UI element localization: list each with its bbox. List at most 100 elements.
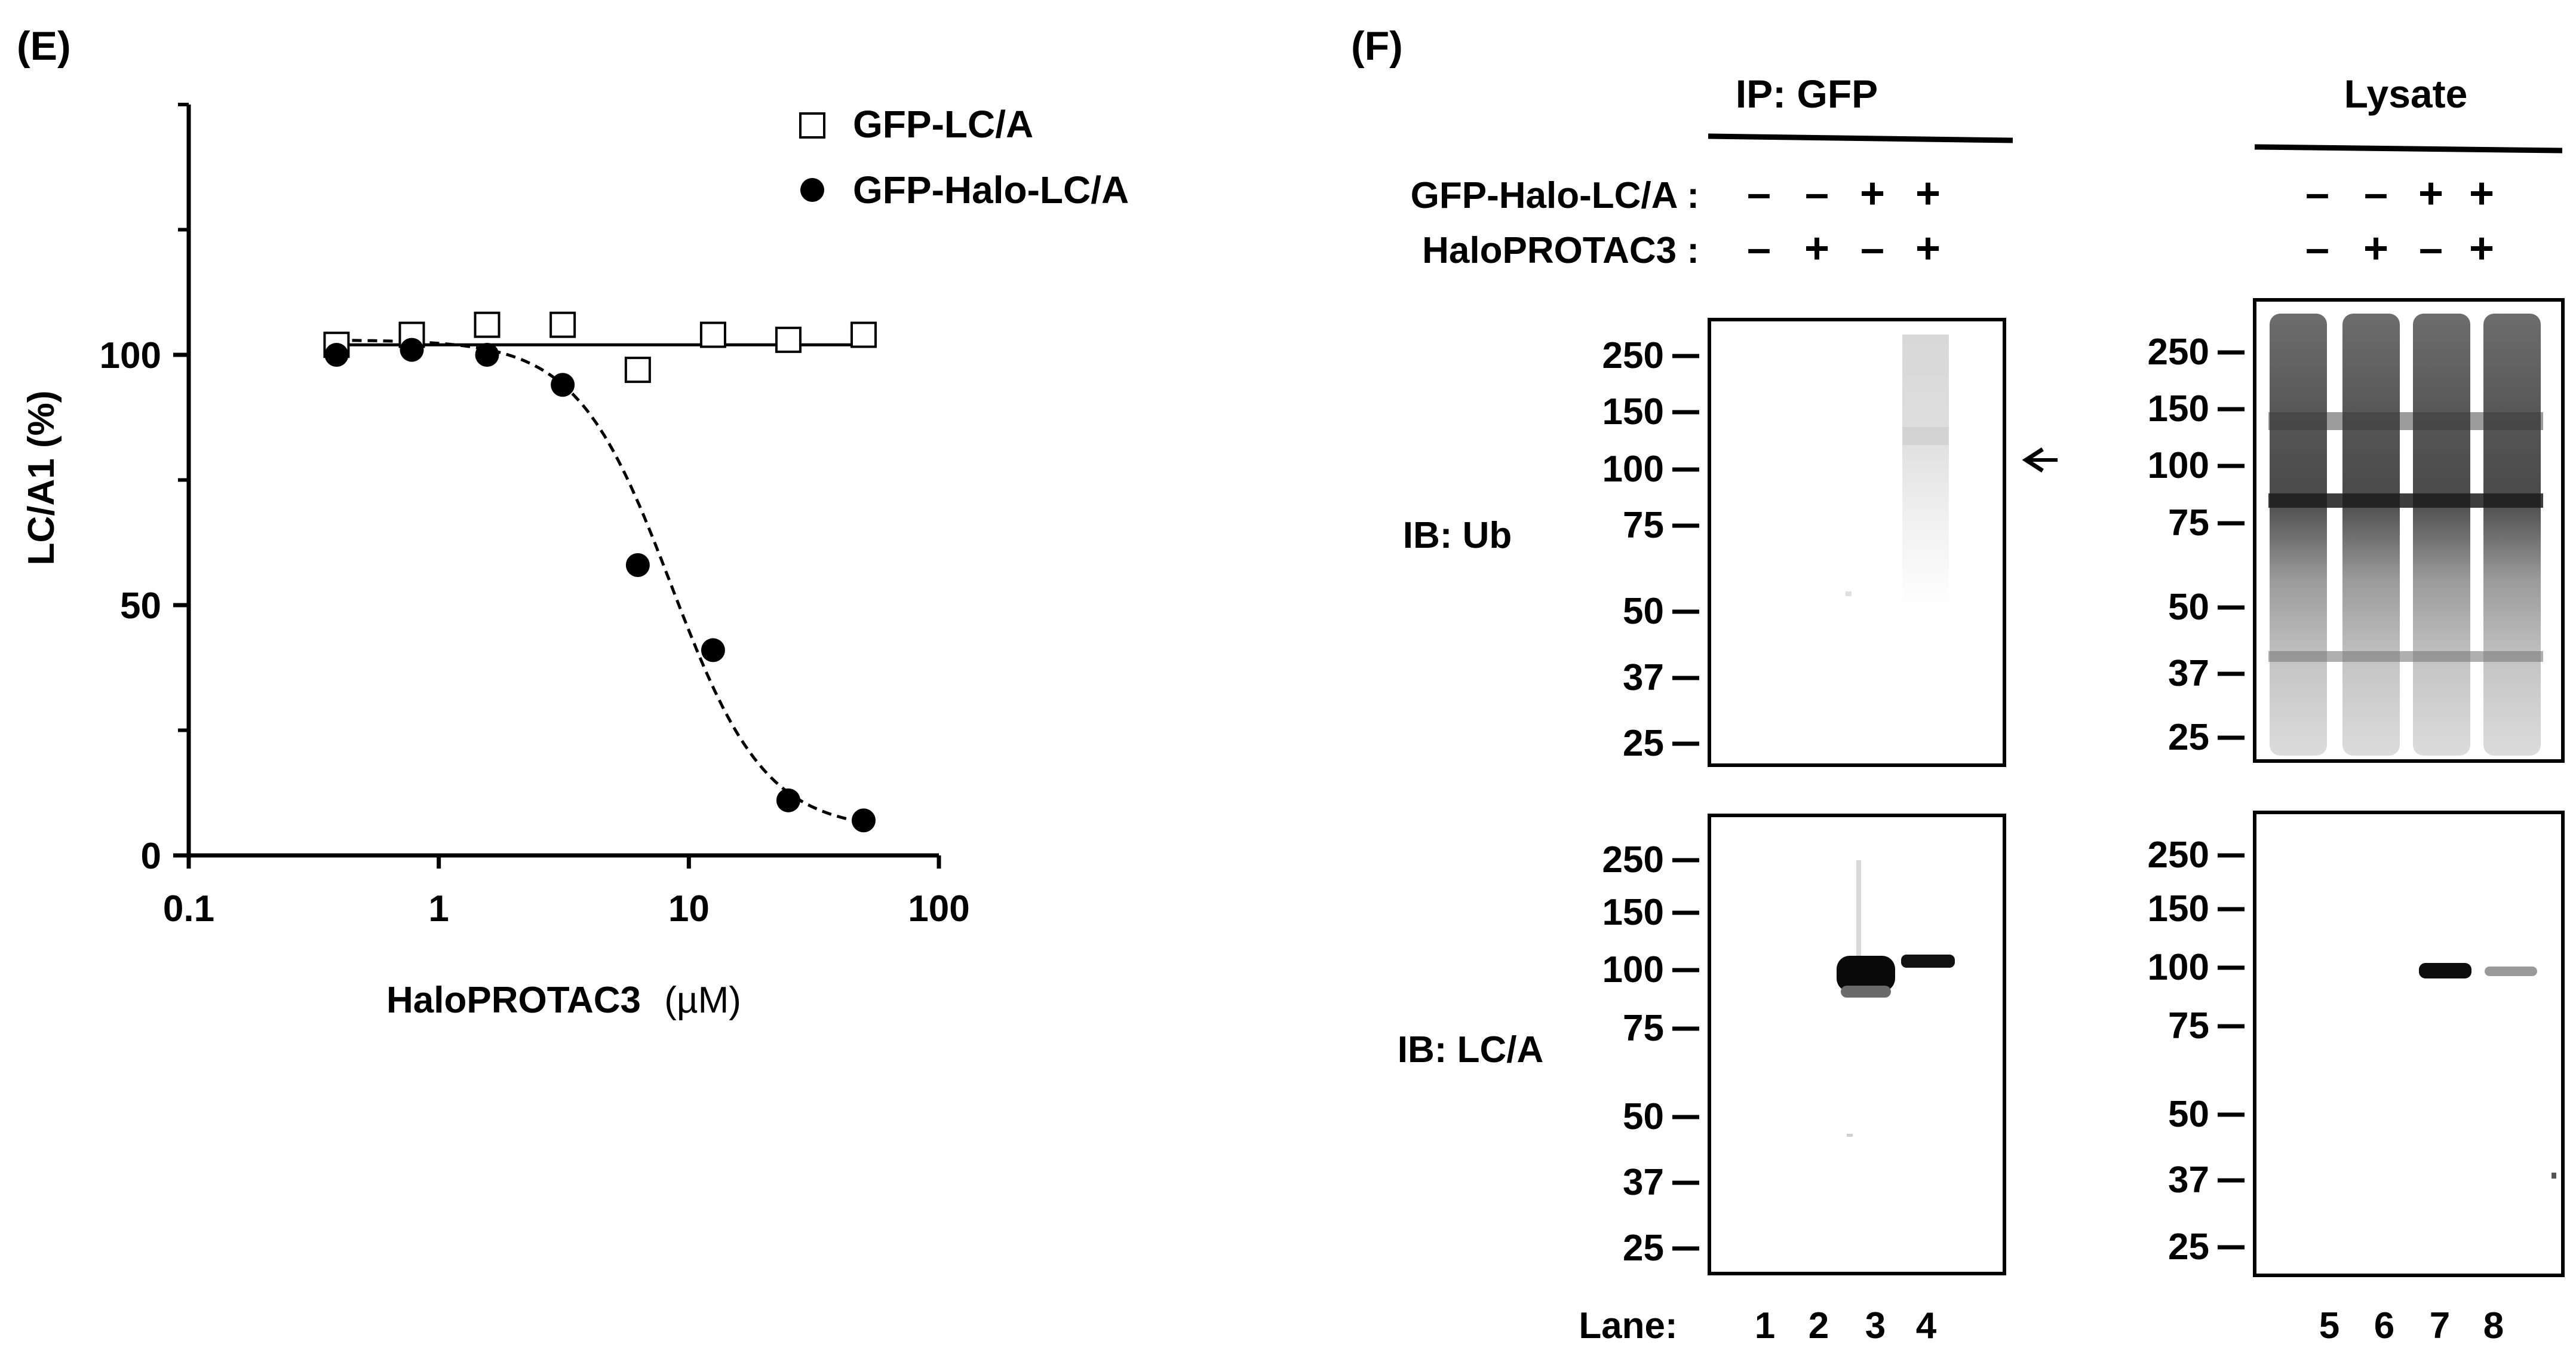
lysate-ub-band-95 <box>2268 493 2543 508</box>
lane-number: 8 <box>2483 1305 2504 1346</box>
treatment-sign: + <box>2469 170 2494 217</box>
mw-marker-label: 75 <box>1623 505 1664 546</box>
y-tick-label: 0 <box>141 836 161 877</box>
x-tick-label: 0.1 <box>163 888 214 929</box>
point-gfp-lca <box>474 311 501 338</box>
point-gfp-lca <box>549 311 576 338</box>
ip-lca-faint-top <box>1856 860 1861 956</box>
panel-f-label: (F) <box>1351 23 1403 69</box>
mw-marker-label: 100 <box>2148 445 2209 486</box>
mw-marker-label: 75 <box>1623 1008 1664 1049</box>
mw-marker-label: 37 <box>2168 1159 2209 1201</box>
lane-number: 3 <box>1865 1305 1886 1346</box>
ip-header-underline <box>1708 133 2013 143</box>
point-gfp-halo-lca <box>776 788 800 812</box>
mw-marker-label: 50 <box>1623 591 1664 632</box>
point-gfp-halo-lca <box>851 808 876 833</box>
mw-marker-label: 150 <box>1602 892 1664 933</box>
ip-lca-bands <box>1837 860 1955 1137</box>
lysate-ub-band-40 <box>2268 651 2543 662</box>
treatment-sign: – <box>2305 170 2329 217</box>
mw-marker-label: 37 <box>2168 653 2209 694</box>
mw-marker-label: 250 <box>1602 839 1664 881</box>
ip-lca-band-lane3 <box>1837 956 1895 992</box>
lane-number: 5 <box>2319 1305 2339 1346</box>
panel-e-label: (E) <box>17 23 71 69</box>
mw-marker-label: 37 <box>1623 1162 1664 1203</box>
point-gfp-halo-lca <box>625 553 650 577</box>
mw-marker-label: 100 <box>1602 949 1664 990</box>
treatment-sign: – <box>2305 225 2329 272</box>
point-gfp-halo-lca <box>475 343 499 367</box>
x-tick-label: 1 <box>428 888 449 929</box>
mw-marker-label: 150 <box>2148 888 2209 929</box>
lane-number: 7 <box>2430 1305 2450 1346</box>
ip-ub-smear-lane4 <box>1902 335 1949 609</box>
lane-number: 1 <box>1755 1305 1775 1346</box>
treatment-sign: – <box>1860 225 1884 272</box>
treatment-sign: – <box>1747 225 1771 272</box>
lysate-header: Lysate <box>2344 72 2468 116</box>
treatment-sign: + <box>2469 225 2494 272</box>
lane-number: 4 <box>1916 1305 1937 1346</box>
treatment-sign: – <box>1805 170 1829 217</box>
lane-label: Lane: <box>1579 1305 1677 1346</box>
lysate-ub-band-150 <box>2268 412 2543 430</box>
mw-marker-label: 75 <box>2168 1005 2209 1047</box>
chart-e: 0 50 100 0.1 1 10 100 GFP-LC/A GFP-Halo-LC/A L… <box>21 103 1129 1021</box>
mw-marker-label: 25 <box>2168 1226 2209 1268</box>
mw-marker-label: 50 <box>2168 1094 2209 1135</box>
fit-curve-gfp-halo-lca <box>336 339 864 824</box>
y-tick-label: 50 <box>120 585 161 627</box>
lysate-lca-band-lane7 <box>2419 963 2471 978</box>
y-axis-label: LC/A1 (%) <box>21 391 62 566</box>
blot-label-lca: IB: LC/A <box>1398 1029 1544 1070</box>
mw-marker-label: 250 <box>2148 835 2209 876</box>
row-label-gfp-halo: GFP-Halo-LC/A : <box>1411 175 1699 216</box>
legend-label: GFP-LC/A <box>853 103 1033 146</box>
lane-number: 2 <box>1809 1305 1829 1346</box>
mw-marker-label: 150 <box>1602 391 1664 432</box>
mw-marker-label: 50 <box>2168 587 2209 628</box>
lysate-lca-bands <box>2419 963 2556 1179</box>
x-tick-label: 100 <box>908 888 969 929</box>
x-axis-label-main: HaloPROTAC3 <box>386 980 641 1021</box>
mw-marker-label: 75 <box>2168 502 2209 544</box>
point-gfp-lca <box>850 321 877 348</box>
point-gfp-lca <box>699 321 726 348</box>
row-label-haloprotac3: HaloPROTAC3 : <box>1422 230 1699 271</box>
point-gfp-halo-lca <box>400 338 424 362</box>
treatment-sign: + <box>1804 225 1829 272</box>
x-axis-label: HaloPROTAC3 (µM) <box>386 980 741 1021</box>
ip-ub-band-lane4 <box>1902 427 1949 445</box>
lysate-lca-speck <box>2552 1173 2556 1179</box>
lysate-ub-lane6 <box>2342 314 2400 756</box>
point-gfp-halo-lca <box>701 638 725 662</box>
lysate-ub-lane8 <box>2483 314 2541 756</box>
mw-marker-label: 25 <box>2168 717 2209 758</box>
treatment-sign: + <box>1915 225 1941 272</box>
lysate-ub-bands <box>2268 314 2543 756</box>
mw-marker-label: 100 <box>1602 449 1664 490</box>
treatment-sign: – <box>2364 170 2388 217</box>
ip-ub-bands <box>1846 335 1949 609</box>
treatment-sign: + <box>1915 170 1941 217</box>
mw-marker-label: 100 <box>2148 947 2209 988</box>
legend-marker-circle <box>800 178 824 202</box>
treatment-sign: – <box>1747 170 1771 217</box>
mw-marker-label: 50 <box>1623 1096 1664 1137</box>
treatment-sign: + <box>2363 225 2388 272</box>
mw-marker-label: 25 <box>1623 1228 1664 1269</box>
blot-label-ub: IB: Ub <box>1403 515 1512 556</box>
blot-ip-ub <box>1708 318 2006 767</box>
blot-lysate-lca <box>2253 811 2565 1277</box>
point-gfp-halo-lca <box>324 343 349 367</box>
point-gfp-lca <box>775 326 802 353</box>
ip-lca-band-lane4 <box>1901 955 1955 968</box>
x-axis-label-unit: (µM) <box>664 980 741 1021</box>
lysate-ub-lane7 <box>2413 314 2470 756</box>
arrow-icon <box>2022 447 2058 473</box>
lysate-lca-band-lane8 <box>2485 967 2537 976</box>
ip-header: IP: GFP <box>1736 72 1878 116</box>
